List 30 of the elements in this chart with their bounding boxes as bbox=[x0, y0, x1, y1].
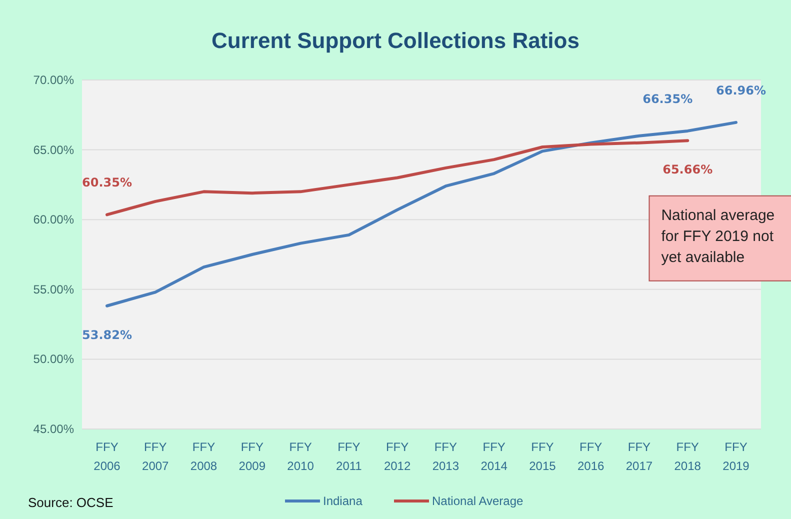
data-label: 60.35% bbox=[82, 176, 132, 190]
x-tick-label: FFY 2013 bbox=[432, 440, 460, 473]
data-label: 66.35% bbox=[642, 92, 693, 106]
y-tick-label: 45.00% bbox=[33, 422, 74, 436]
y-tick-label: 60.00% bbox=[33, 212, 74, 227]
y-tick-label: 70.00% bbox=[33, 73, 74, 87]
x-tick-label: FFY 2011 bbox=[336, 440, 362, 473]
x-tick-label: FFY 2007 bbox=[142, 440, 170, 473]
data-label: 66.96% bbox=[716, 83, 766, 98]
y-tick-label: 55.00% bbox=[33, 282, 74, 296]
x-tick-label: FFY 2009 bbox=[238, 440, 266, 473]
x-tick-label: FFY 2016 bbox=[577, 440, 605, 473]
x-tick-label: FFY 2015 bbox=[529, 440, 556, 473]
x-tick-label: FFY 2019 bbox=[722, 440, 750, 473]
x-tick-label: FFY 2014 bbox=[480, 440, 508, 473]
x-tick-label: FFY 2006 bbox=[94, 440, 121, 473]
chart-title: Current Support Collections Ratios bbox=[212, 28, 580, 53]
x-tick-label: FFY 2017 bbox=[626, 440, 653, 473]
x-tick-label: FFY 2012 bbox=[384, 440, 411, 473]
y-tick-label: 50.00% bbox=[33, 352, 74, 366]
x-tick-label: FFY 2018 bbox=[674, 440, 702, 473]
y-tick-label: 65.00% bbox=[33, 142, 74, 157]
x-tick-label: FFY 2008 bbox=[190, 440, 218, 473]
data-label: 53.82% bbox=[82, 328, 132, 342]
data-label: 65.66% bbox=[662, 162, 713, 177]
x-tick-label: FFY 2010 bbox=[287, 440, 314, 473]
legend-label: National Average bbox=[432, 494, 524, 508]
source-note: Source: OCSE bbox=[28, 495, 114, 510]
legend-label: Indiana bbox=[323, 494, 363, 508]
annotation: National average for FFY 2019 not yet available bbox=[661, 206, 775, 266]
